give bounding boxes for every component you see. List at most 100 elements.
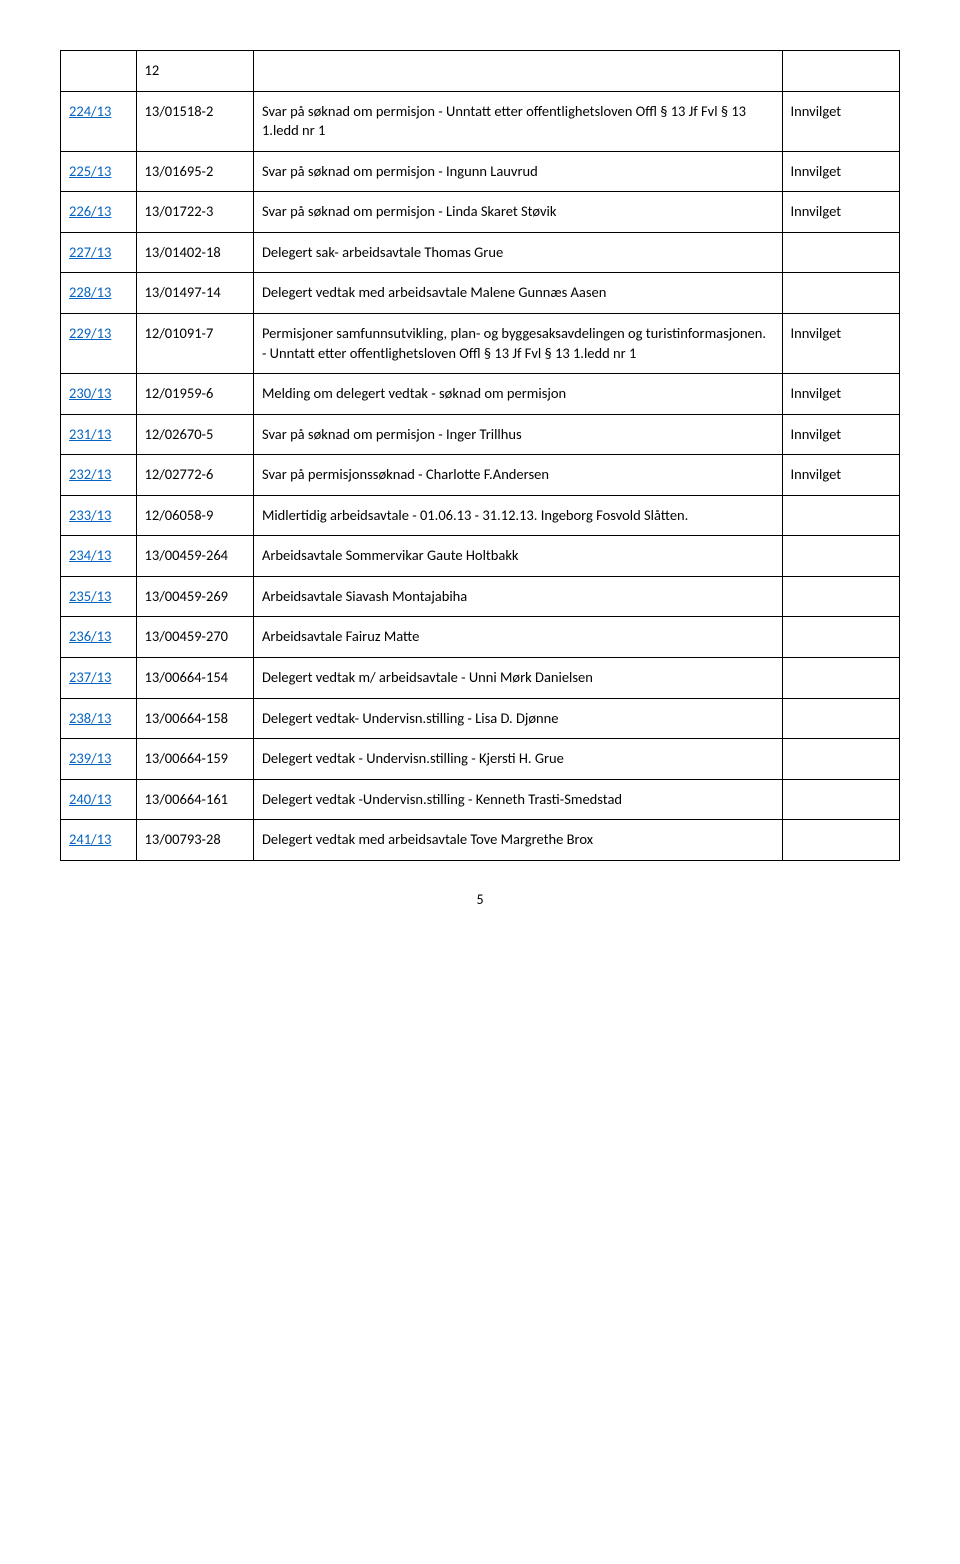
case-link[interactable]: 236/13 xyxy=(69,627,111,645)
case-link[interactable]: 241/13 xyxy=(69,830,111,848)
status-cell xyxy=(782,739,899,780)
status-cell xyxy=(782,617,899,658)
case-cell: 240/13 xyxy=(61,779,137,820)
case-link[interactable]: 230/13 xyxy=(69,384,111,402)
table-row: 232/13 12/02772-6Svar på permisjonssøknad… xyxy=(61,455,900,496)
desc-cell: Svar på søknad om permisjon - Inger Tril… xyxy=(253,414,782,455)
table-row: 237/1313/00664-154Delegert vedtak m/ arb… xyxy=(61,658,900,699)
case-link[interactable]: 234/13 xyxy=(69,546,111,564)
case-cell: 232/13 xyxy=(61,455,137,496)
table-row: 238/13 13/00664-158Delegert vedtak- Under… xyxy=(61,698,900,739)
table-row: 227/1313/01402-18Delegert sak- arbeidsav… xyxy=(61,232,900,273)
status-cell: Innvilget xyxy=(782,414,899,455)
case-link[interactable]: 239/13 xyxy=(69,749,111,767)
desc-cell: Delegert vedtak - Undervisn.stilling - K… xyxy=(253,739,782,780)
case-cell: 236/13 xyxy=(61,617,137,658)
case-cell: 239/13 xyxy=(61,739,137,780)
table-row: 12 xyxy=(61,51,900,92)
table-row: 234/1313/00459-264Arbeidsavtale Sommervi… xyxy=(61,536,900,577)
case-link[interactable]: 224/13 xyxy=(69,102,111,120)
table-row: 235/1313/00459-269Arbeidsavtale Siavash … xyxy=(61,576,900,617)
table-row: 228/13 13/01497-14Delegert vedtak med arb… xyxy=(61,273,900,314)
status-cell xyxy=(782,658,899,699)
case-cell: 234/13 xyxy=(61,536,137,577)
case-link[interactable]: 233/13 xyxy=(69,506,111,524)
case-cell xyxy=(61,51,137,92)
status-cell: Innvilget xyxy=(782,455,899,496)
ref-cell: 12/02772-6 xyxy=(136,455,253,496)
desc-cell: Arbeidsavtale Fairuz Matte xyxy=(253,617,782,658)
desc-cell: Delegert vedtak -Undervisn.stilling - Ke… xyxy=(253,779,782,820)
case-cell: 227/13 xyxy=(61,232,137,273)
ref-cell: 13/00664-158 xyxy=(136,698,253,739)
ref-cell: 13/00664-159 xyxy=(136,739,253,780)
ref-cell: 12/02670-5 xyxy=(136,414,253,455)
case-cell: 237/13 xyxy=(61,658,137,699)
desc-cell: Permisjoner samfunnsutvikling, plan- og … xyxy=(253,313,782,373)
desc-cell xyxy=(253,51,782,92)
case-cell: 231/13 xyxy=(61,414,137,455)
status-cell: Innvilget xyxy=(782,91,899,151)
case-link[interactable]: 235/13 xyxy=(69,587,111,605)
document-table-container: 12224/1313/01518-2Svar på søknad om perm… xyxy=(60,50,900,861)
status-cell xyxy=(782,779,899,820)
case-link[interactable]: 227/13 xyxy=(69,243,111,261)
case-cell: 238/13 xyxy=(61,698,137,739)
page-number: 5 xyxy=(60,891,900,908)
table-row: 233/1312/06058-9Midlertidig arbeidsavtal… xyxy=(61,495,900,536)
case-link[interactable]: 240/13 xyxy=(69,790,111,808)
ref-cell: 12/06058-9 xyxy=(136,495,253,536)
case-link[interactable]: 232/13 xyxy=(69,465,111,483)
desc-cell: Svar på søknad om permisjon - Linda Skar… xyxy=(253,192,782,233)
table-row: 230/13 12/01959-6Melding om delegert vedt… xyxy=(61,374,900,415)
desc-cell: Delegert vedtak- Undervisn.stilling - Li… xyxy=(253,698,782,739)
ref-cell: 13/01497-14 xyxy=(136,273,253,314)
ref-cell: 12 xyxy=(136,51,253,92)
case-cell: 224/13 xyxy=(61,91,137,151)
case-cell: 229/13 xyxy=(61,313,137,373)
case-link[interactable]: 228/13 xyxy=(69,283,111,301)
case-link[interactable]: 231/13 xyxy=(69,425,111,443)
case-link[interactable]: 238/13 xyxy=(69,709,111,727)
status-cell: Innvilget xyxy=(782,151,899,192)
desc-cell: Svar på permisjonssøknad - Charlotte F.A… xyxy=(253,455,782,496)
desc-cell: Arbeidsavtale Siavash Montajabiha xyxy=(253,576,782,617)
desc-cell: Delegert vedtak med arbeidsavtale Tove M… xyxy=(253,820,782,861)
desc-cell: Arbeidsavtale Sommervikar Gaute Holtbakk xyxy=(253,536,782,577)
case-cell: 230/13 xyxy=(61,374,137,415)
status-cell xyxy=(782,576,899,617)
ref-cell: 13/00664-161 xyxy=(136,779,253,820)
status-cell: Innvilget xyxy=(782,192,899,233)
table-row: 226/1313/01722-3Svar på søknad om permis… xyxy=(61,192,900,233)
status-cell xyxy=(782,536,899,577)
table-row: 240/13 13/00664-161Delegert vedtak -Under… xyxy=(61,779,900,820)
status-cell xyxy=(782,273,899,314)
cases-table: 12224/1313/01518-2Svar på søknad om perm… xyxy=(60,50,900,861)
case-link[interactable]: 225/13 xyxy=(69,162,111,180)
desc-cell: Delegert vedtak med arbeidsavtale Malene… xyxy=(253,273,782,314)
ref-cell: 12/01091-7 xyxy=(136,313,253,373)
ref-cell: 13/00664-154 xyxy=(136,658,253,699)
ref-cell: 13/00459-270 xyxy=(136,617,253,658)
desc-cell: Svar på søknad om permisjon - Ingunn Lau… xyxy=(253,151,782,192)
table-row: 225/13 13/01695-2Svar på søknad om permis… xyxy=(61,151,900,192)
case-cell: 225/13 xyxy=(61,151,137,192)
ref-cell: 13/01402-18 xyxy=(136,232,253,273)
table-row: 224/1313/01518-2Svar på søknad om permis… xyxy=(61,91,900,151)
table-row: 239/13 13/00664-159Delegert vedtak - Unde… xyxy=(61,739,900,780)
status-cell: Innvilget xyxy=(782,313,899,373)
table-row: 236/13 13/00459-270Arbeidsavtale Fairuz M… xyxy=(61,617,900,658)
ref-cell: 12/01959-6 xyxy=(136,374,253,415)
ref-cell: 13/00793-28 xyxy=(136,820,253,861)
desc-cell: Melding om delegert vedtak - søknad om p… xyxy=(253,374,782,415)
status-cell xyxy=(782,495,899,536)
status-cell xyxy=(782,232,899,273)
status-cell xyxy=(782,698,899,739)
desc-cell: Svar på søknad om permisjon - Unntatt et… xyxy=(253,91,782,151)
ref-cell: 13/01695-2 xyxy=(136,151,253,192)
case-link[interactable]: 229/13 xyxy=(69,324,111,342)
status-cell xyxy=(782,51,899,92)
table-row: 231/13 12/02670-5Svar på søknad om permis… xyxy=(61,414,900,455)
case-link[interactable]: 237/13 xyxy=(69,668,111,686)
case-link[interactable]: 226/13 xyxy=(69,202,111,220)
